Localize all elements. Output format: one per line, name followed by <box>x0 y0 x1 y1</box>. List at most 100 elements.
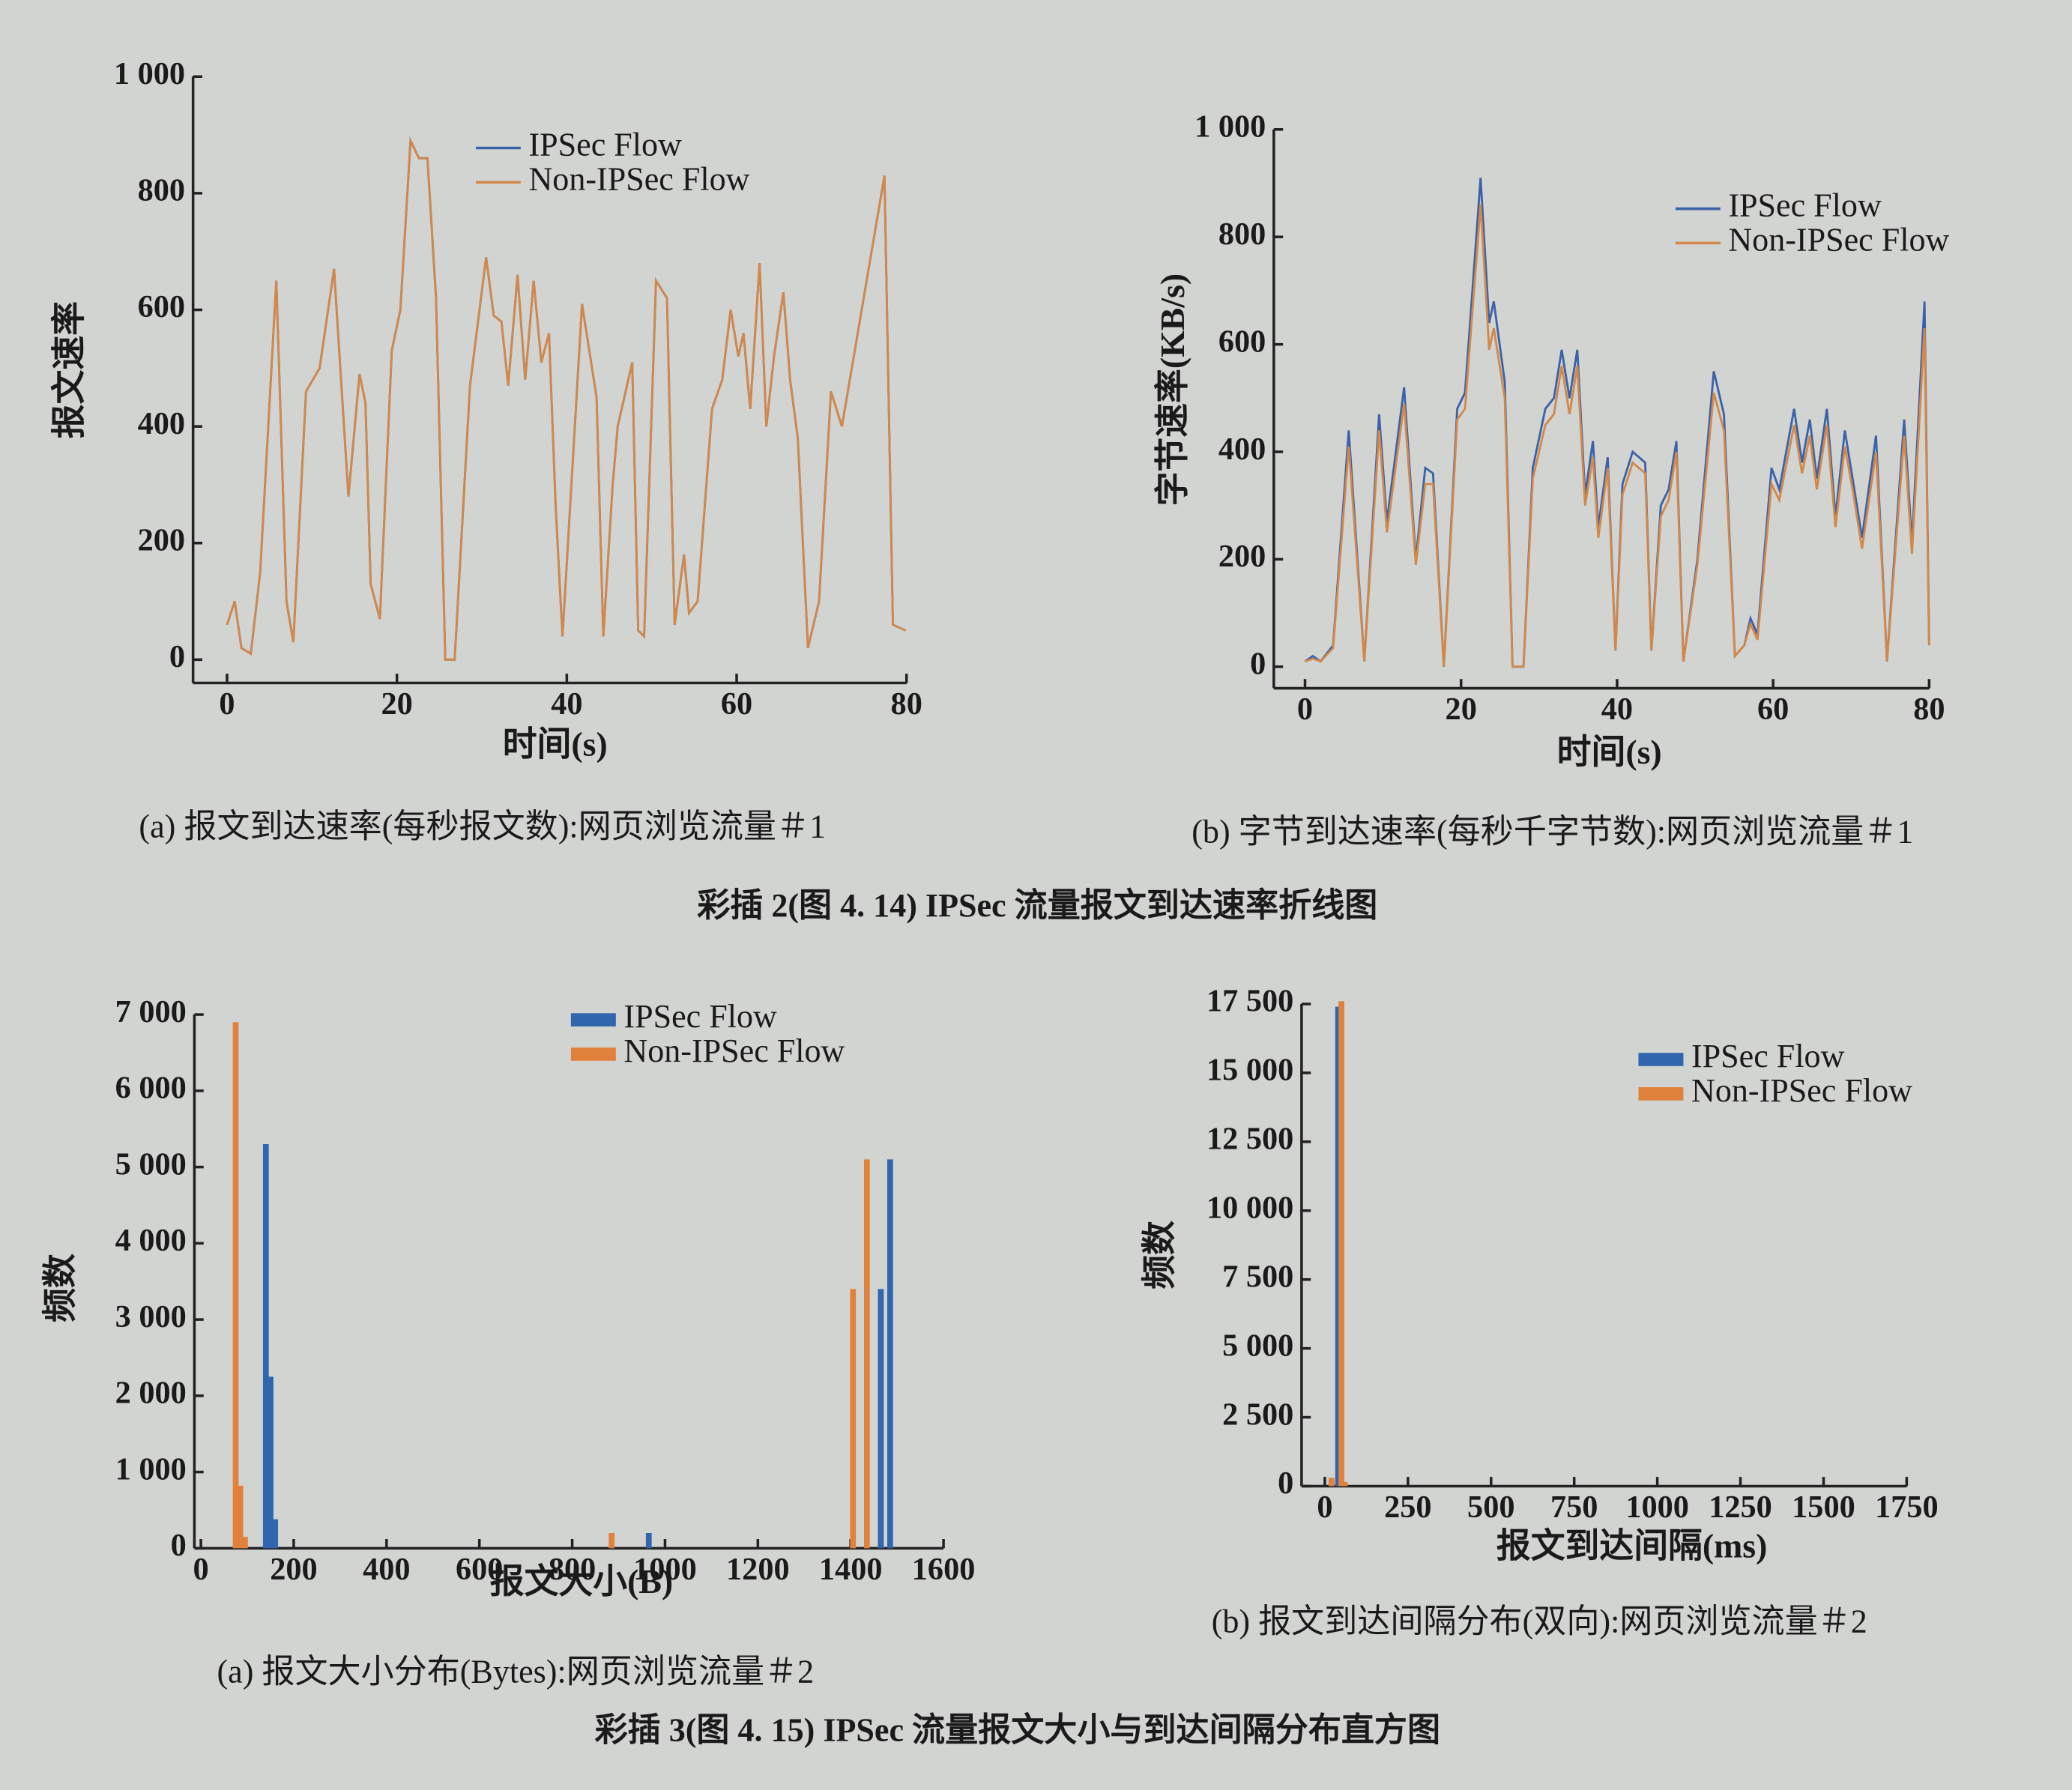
x-tick-label: 60 <box>1757 692 1789 727</box>
x-tick-label: 800 <box>549 1552 596 1587</box>
bar <box>242 1537 248 1549</box>
legend-label: Non-IPSec Flow <box>1728 222 1949 258</box>
caption: (a) 报文大小分布(Bytes):网页浏览流量＃2 <box>217 1654 814 1690</box>
y-tick-label: 17 500 <box>1206 984 1293 1019</box>
y-axis-label: 频数 <box>1140 1221 1178 1289</box>
x-tick-label: 40 <box>1601 692 1633 727</box>
bar <box>887 1159 893 1549</box>
x-tick-label: 20 <box>1446 692 1477 727</box>
legend-swatch <box>570 1013 616 1026</box>
y-tick-label: 7 500 <box>1222 1259 1293 1294</box>
bar <box>864 1159 870 1549</box>
x-tick-label: 1250 <box>1709 1490 1772 1525</box>
y-tick-label: 3 000 <box>115 1299 187 1334</box>
x-axis-label: 报文大小(B) <box>490 1562 673 1600</box>
legend-label: IPSec Flow <box>1691 1038 1845 1074</box>
x-tick-label: 20 <box>381 686 413 722</box>
y-axis-label: 频数 <box>40 1254 79 1322</box>
legend-label: Non-IPSec Flow <box>1691 1072 1912 1109</box>
x-axis-label: 时间(s) <box>1557 733 1662 771</box>
x-tick-label: 1000 <box>1625 1490 1689 1525</box>
y-tick-label: 2 500 <box>1222 1397 1293 1432</box>
y-tick-label: 7 000 <box>115 994 187 1029</box>
caption: (a) 报文到达速率(每秒报文数):网页浏览流量＃1 <box>139 808 826 844</box>
y-tick-label: 0 <box>1278 1466 1293 1501</box>
caption: (b) 字节到达速率(每秒千字节数):网页浏览流量＃1 <box>1191 813 1913 850</box>
x-tick-label: 80 <box>891 686 922 722</box>
y-tick-label: 1 000 <box>114 56 185 91</box>
x-tick-label: 0 <box>193 1552 208 1587</box>
x-tick-label: 500 <box>1467 1490 1514 1525</box>
y-tick-label: 0 <box>171 1528 187 1563</box>
x-tick-label: 40 <box>551 686 582 722</box>
legend-swatch <box>1638 1087 1684 1101</box>
legend-label: IPSec Flow <box>1728 187 1882 224</box>
y-tick-label: 15 000 <box>1206 1053 1293 1088</box>
x-tick-label: 0 <box>1317 1490 1332 1525</box>
y-tick-label: 5 000 <box>115 1146 187 1182</box>
caption: (b) 报文到达间隔分布(双向):网页浏览流量＃2 <box>1212 1603 1867 1640</box>
legend-label: IPSec Flow <box>528 127 682 163</box>
y-tick-label: 1 000 <box>1194 109 1266 144</box>
y-tick-label: 5 000 <box>1222 1328 1293 1363</box>
x-tick-label: 1400 <box>819 1552 883 1587</box>
x-tick-label: 0 <box>1297 692 1313 727</box>
x-tick-label: 200 <box>270 1552 317 1587</box>
bar <box>232 1022 239 1549</box>
x-tick-label: 1000 <box>633 1552 697 1587</box>
y-tick-label: 200 <box>1218 539 1266 574</box>
y-tick-label: 800 <box>138 173 185 208</box>
y-tick-label: 4 000 <box>115 1223 187 1258</box>
x-tick-label: 1200 <box>726 1552 790 1587</box>
y-tick-label: 400 <box>1218 432 1266 467</box>
legend-label: Non-IPSec Flow <box>528 160 749 197</box>
figure-title: 彩插 2(图 4. 14) IPSec 流量报文到达速率折线图 <box>697 887 1377 924</box>
y-axis-label: 报文速率 <box>50 301 88 438</box>
figure-title: 彩插 3(图 4. 15) IPSec 流量报文大小与到达间隔分布直方图 <box>595 1711 1440 1748</box>
bar <box>272 1519 279 1549</box>
x-tick-label: 80 <box>1913 692 1945 727</box>
y-tick-label: 800 <box>1218 217 1266 252</box>
bar <box>850 1289 857 1549</box>
bar <box>1341 1481 1348 1487</box>
legend-label: Non-IPSec Flow <box>623 1032 845 1069</box>
bar <box>268 1376 274 1549</box>
y-tick-label: 200 <box>138 522 185 557</box>
y-tick-label: 10 000 <box>1206 1190 1293 1225</box>
x-tick-label: 600 <box>456 1552 503 1587</box>
series-line <box>226 136 907 661</box>
x-tick-label: 1500 <box>1792 1490 1855 1525</box>
x-tick-label: 400 <box>363 1552 410 1587</box>
y-tick-label: 0 <box>1250 647 1266 682</box>
y-tick-label: 600 <box>1218 324 1266 359</box>
legend-swatch <box>570 1047 616 1061</box>
y-tick-label: 12 500 <box>1206 1122 1293 1157</box>
y-tick-label: 0 <box>169 639 185 674</box>
x-axis-label: 报文到达间隔(ms) <box>1496 1527 1768 1565</box>
bar <box>1335 1006 1341 1487</box>
y-axis-label: 字节速率(KB/s) <box>1153 273 1191 507</box>
y-tick-label: 1 000 <box>115 1451 187 1487</box>
x-tick-label: 60 <box>721 686 752 722</box>
bar <box>878 1289 884 1549</box>
bar <box>1338 1001 1345 1487</box>
bar <box>237 1485 244 1549</box>
bar <box>1328 1478 1335 1487</box>
bar <box>645 1533 652 1549</box>
x-tick-label: 0 <box>219 686 235 722</box>
legend-swatch <box>1638 1053 1684 1066</box>
x-tick-label: 1600 <box>912 1552 976 1587</box>
y-tick-label: 400 <box>138 406 185 441</box>
x-axis-label: 时间(s) <box>503 725 608 763</box>
y-tick-label: 600 <box>138 289 185 324</box>
x-tick-label: 1750 <box>1875 1490 1939 1525</box>
series-line <box>1304 204 1930 668</box>
bar <box>608 1533 615 1549</box>
x-tick-label: 250 <box>1384 1490 1431 1525</box>
y-tick-label: 2 000 <box>115 1376 187 1411</box>
y-tick-label: 6 000 <box>115 1071 187 1106</box>
bar <box>262 1144 269 1549</box>
x-tick-label: 750 <box>1550 1490 1598 1525</box>
